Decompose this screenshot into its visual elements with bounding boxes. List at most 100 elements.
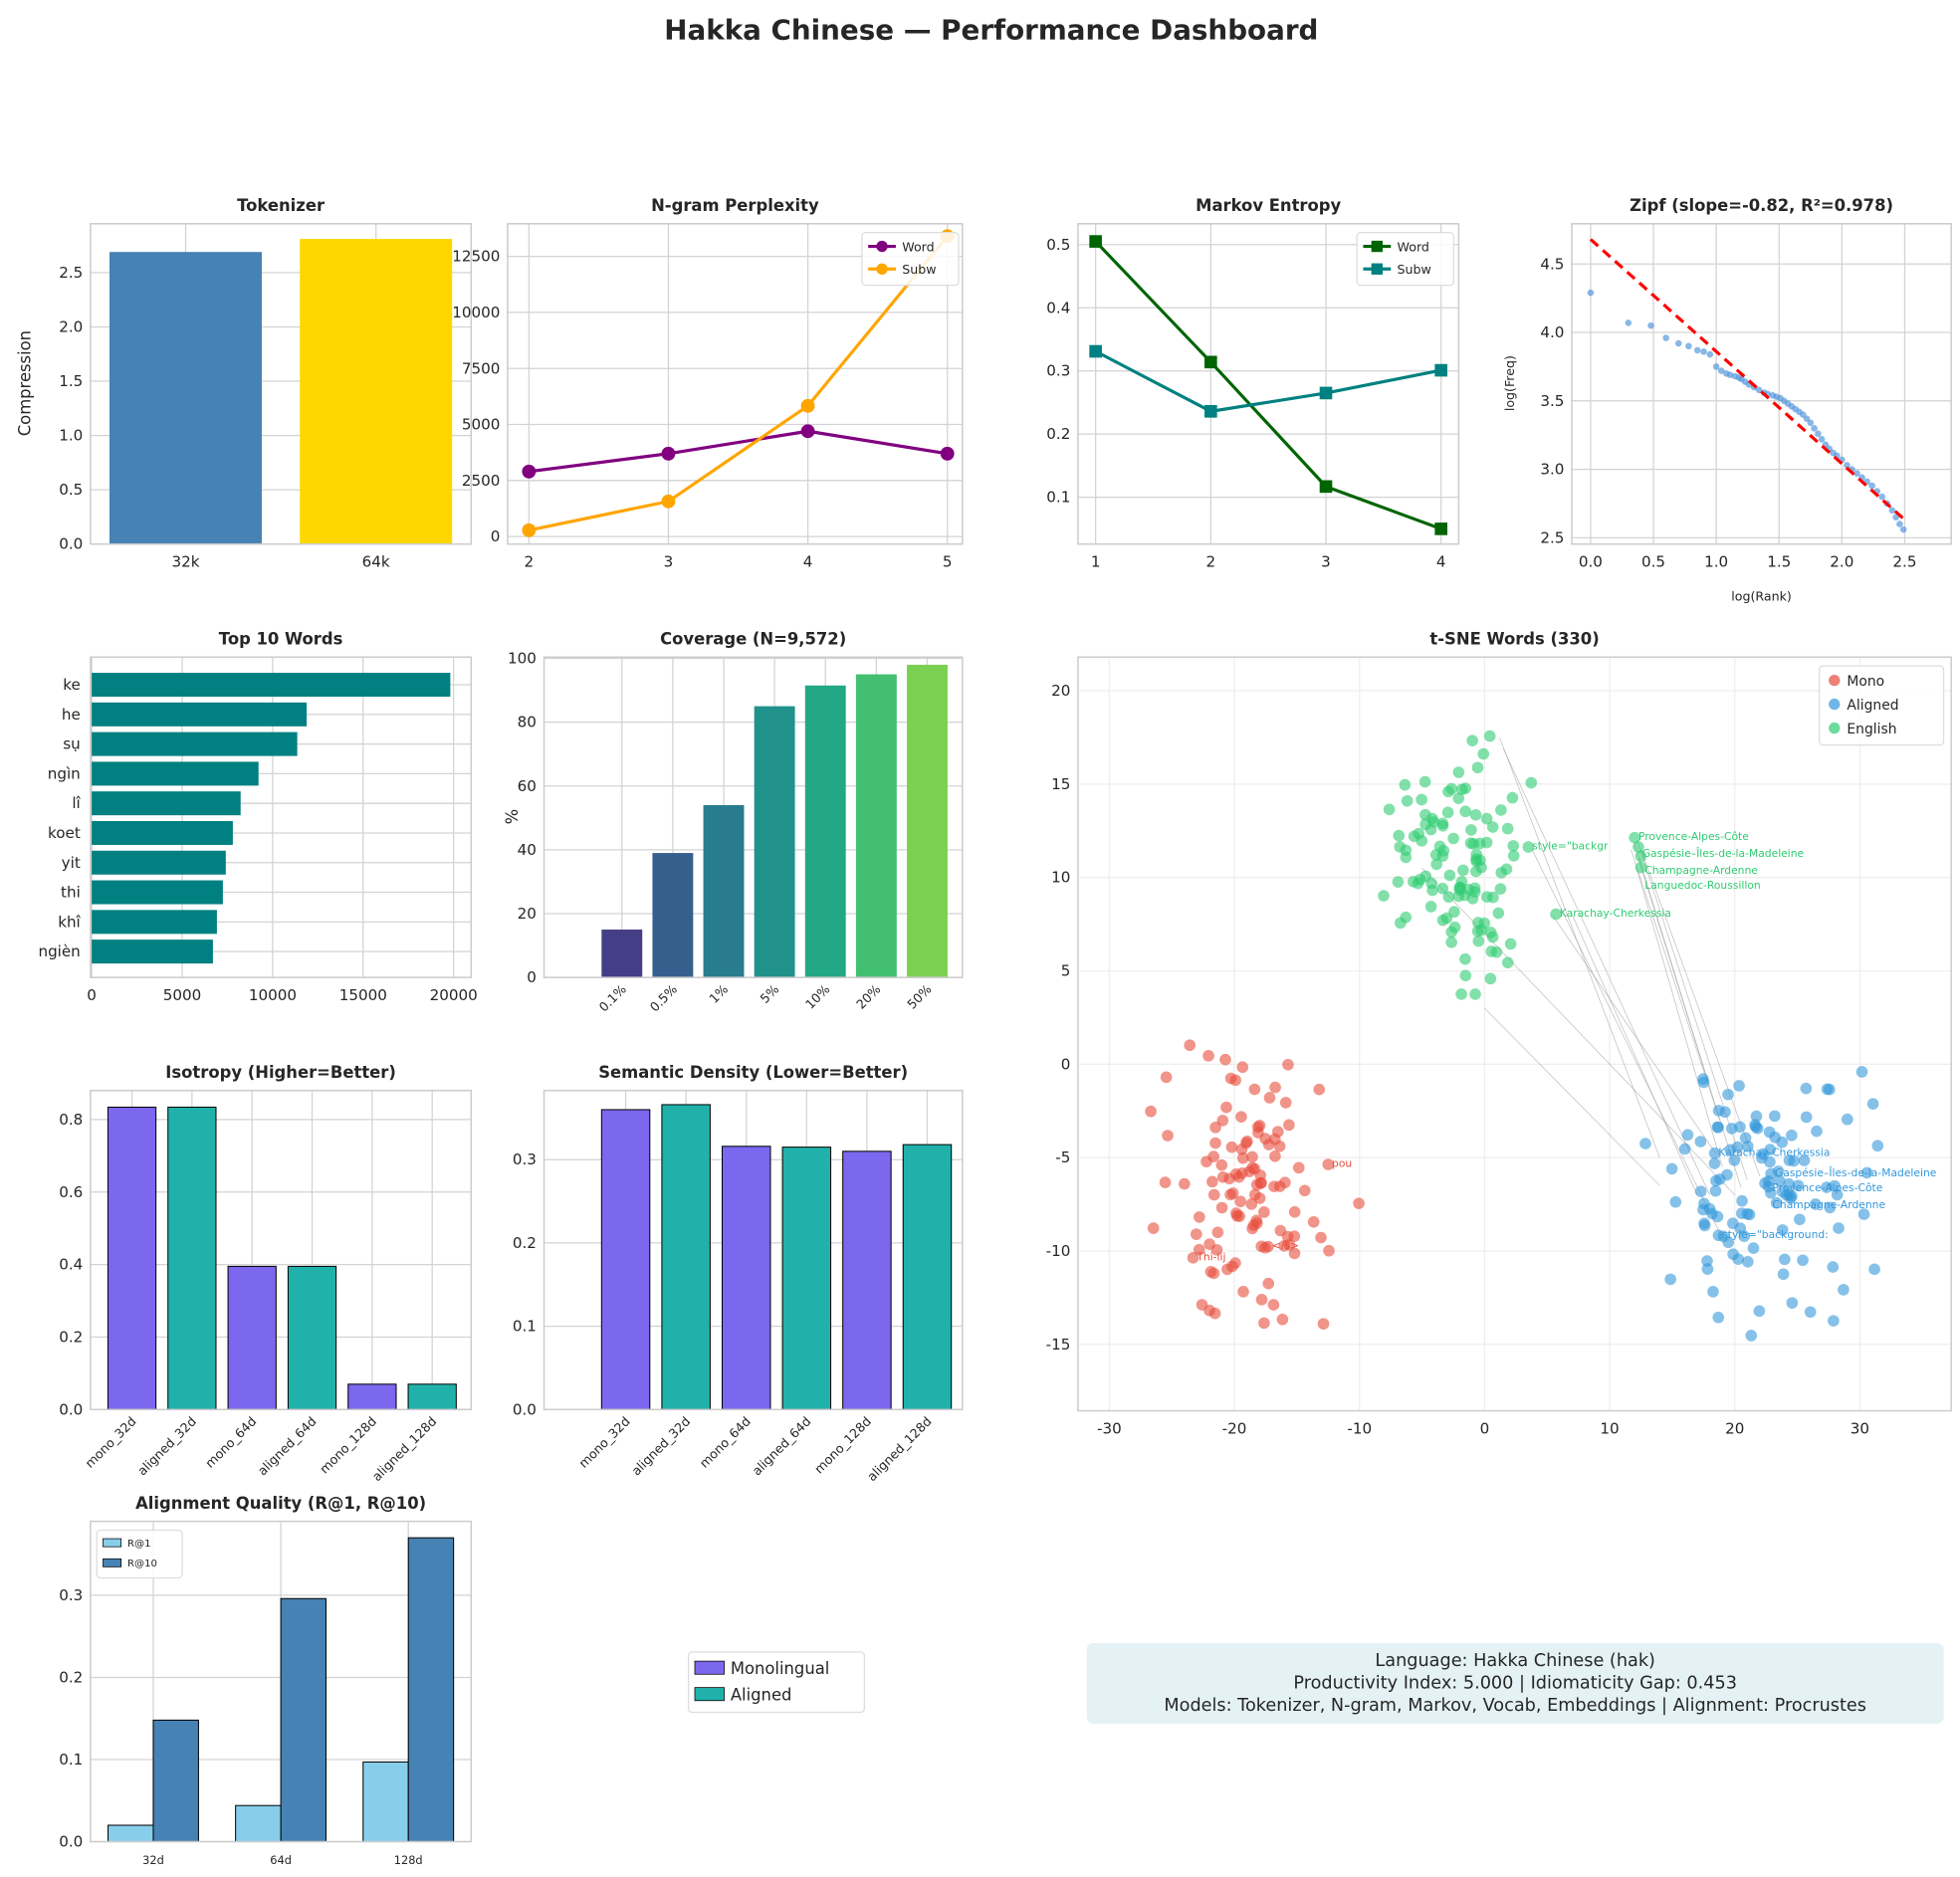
data-point — [1400, 844, 1413, 857]
alignment-link — [1531, 849, 1723, 1238]
legend-label: Subw — [902, 262, 936, 277]
data-point — [1419, 808, 1431, 821]
legend-swatch — [694, 1687, 725, 1702]
data-point — [1220, 1101, 1232, 1114]
bar-mono_64d — [721, 1146, 771, 1410]
x-axis-label: log(Rank) — [1731, 588, 1792, 603]
data-point — [1664, 1273, 1676, 1286]
point-annotation: Thi-lij — [1196, 1250, 1225, 1263]
info-text-line1: Language: Hakka Chinese (hak) — [1375, 1651, 1655, 1671]
point-annotation: Champagne-Ardenne — [1644, 864, 1758, 877]
bar-1% — [703, 805, 745, 978]
y-tick-label: 0.1 — [513, 1318, 537, 1336]
bar-mono_128d — [842, 1150, 892, 1410]
bar-yit — [92, 850, 226, 875]
cluster-aligned — [1639, 1066, 1884, 1342]
data-point — [1440, 912, 1453, 925]
data-point — [1833, 1222, 1845, 1234]
x-tick-label: aligned_64d — [750, 1413, 814, 1478]
data-point — [1495, 804, 1507, 816]
data-point — [1777, 1268, 1790, 1281]
axes-frame — [507, 223, 964, 545]
data-point — [1871, 1140, 1884, 1152]
legend-label: Aligned — [731, 1685, 792, 1704]
y-tick-label: ngìn — [48, 764, 81, 782]
data-point — [1507, 850, 1520, 862]
data-point — [1892, 514, 1899, 521]
bar-sụ — [92, 731, 298, 756]
data-point — [1319, 386, 1333, 400]
data-point — [1245, 1198, 1258, 1210]
data-point — [1587, 289, 1595, 297]
data-point — [1258, 1206, 1270, 1218]
data-point — [1899, 525, 1907, 533]
data-point — [1430, 858, 1442, 871]
axes-frame — [1077, 223, 1460, 545]
data-point — [1717, 367, 1725, 374]
y-tick-label: 5 — [1061, 962, 1071, 980]
data-point — [1472, 935, 1485, 947]
data-point — [1206, 1175, 1218, 1188]
data-point — [1763, 1126, 1776, 1139]
legend-item: R@10 — [103, 1558, 157, 1569]
legend-label: English — [1847, 722, 1896, 737]
legend-label: Subw — [1398, 262, 1431, 277]
y-tick-label: -5 — [1055, 1148, 1070, 1166]
data-point — [1253, 1192, 1266, 1204]
ngram-perplexity-chart: N-gram Perplexity 0 2500 5000 7500 10000 12500… — [452, 196, 964, 570]
data-point — [1764, 1155, 1776, 1168]
data-point — [1207, 1188, 1220, 1201]
x-tick-label: -10 — [1347, 1419, 1372, 1437]
y-tick-label: 0.1 — [59, 1751, 83, 1769]
data-point — [1283, 1239, 1296, 1251]
data-point — [1783, 1154, 1796, 1166]
data-point — [522, 522, 537, 537]
data-point — [1424, 901, 1437, 913]
legend-label: R@10 — [127, 1559, 157, 1569]
data-point — [1888, 507, 1896, 515]
bar-5% — [754, 706, 795, 978]
bar-0.5% — [652, 853, 694, 978]
data-point — [1236, 1151, 1249, 1164]
legend-label: Monolingual — [731, 1659, 829, 1678]
point-annotation: pou — [1332, 1157, 1352, 1170]
data-point — [1445, 937, 1457, 948]
legend-label: R@1 — [127, 1539, 151, 1550]
data-point — [1824, 1201, 1837, 1214]
data-point — [1187, 1252, 1199, 1264]
legend-item: Subw — [868, 262, 937, 277]
bar-aligned_128d — [407, 1383, 457, 1410]
x-tick-label: aligned_32d — [628, 1413, 693, 1478]
data-point — [1507, 840, 1520, 852]
axes-frame — [1077, 656, 1952, 1412]
data-point — [1459, 969, 1472, 982]
data-point — [1445, 926, 1457, 938]
info-box: Language: Hakka Chinese (hak) Productivit… — [1086, 1643, 1944, 1724]
data-point — [1815, 430, 1822, 438]
data-point — [1706, 350, 1714, 358]
legend-marker — [1829, 698, 1841, 711]
data-point — [1733, 1080, 1745, 1092]
y-axis-label: % — [503, 809, 522, 825]
point-annotation: Champagne-Ardenne — [1772, 1198, 1885, 1211]
legend-marker — [1829, 674, 1841, 687]
legend-box — [1819, 665, 1945, 746]
data-point — [1298, 1184, 1311, 1197]
data-point — [1203, 1238, 1215, 1250]
data-point — [1494, 883, 1507, 895]
legend-item: R@1 — [103, 1538, 151, 1550]
data-point — [1747, 1242, 1760, 1254]
bar-aligned_128d — [902, 1144, 953, 1410]
data-point — [1665, 1162, 1678, 1175]
data-point — [1240, 1137, 1252, 1149]
x-tick-label: 0.0 — [1579, 552, 1603, 570]
data-point — [1416, 835, 1428, 847]
top-words-chart: Top 10 Words 0 5000 10000 15000 20000 ke he sụ ng… — [38, 630, 477, 1004]
bar-R@10-64d — [280, 1597, 327, 1843]
data-point — [940, 446, 955, 461]
data-point — [1501, 956, 1514, 969]
dashboard-title: Hakka Chinese — Performance Dashboard — [664, 13, 1318, 46]
data-point — [1322, 1158, 1335, 1170]
point-annotation: Karachay-Cherkessia — [1718, 1146, 1830, 1158]
data-point — [1868, 1263, 1880, 1276]
